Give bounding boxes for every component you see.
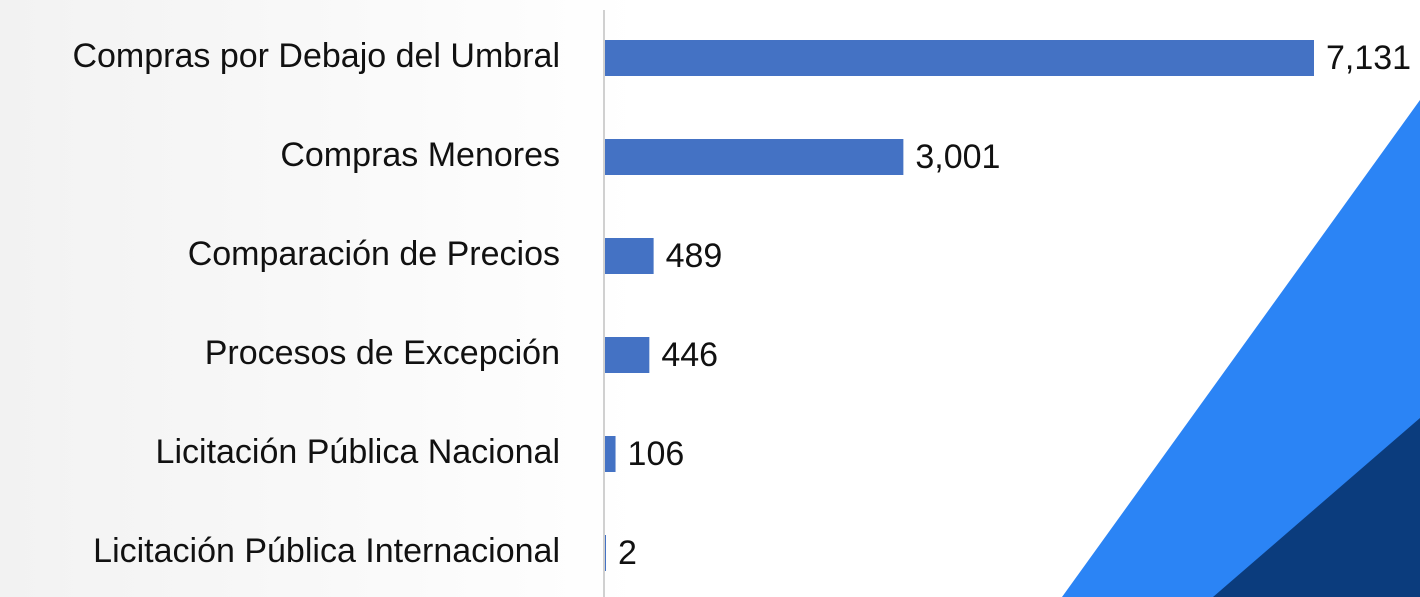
value-label: 2 <box>618 534 637 572</box>
value-label: 7,131 <box>1326 39 1411 77</box>
bar <box>605 436 616 472</box>
category-label: Compras Menores <box>280 136 560 174</box>
bar <box>605 40 1314 76</box>
decor-triangle-dark <box>1213 418 1420 597</box>
category-label: Licitación Pública Nacional <box>156 433 560 471</box>
bar <box>605 238 654 274</box>
value-label: 106 <box>628 435 685 473</box>
bar <box>605 337 650 373</box>
value-label: 446 <box>661 336 718 374</box>
value-label: 489 <box>666 237 723 275</box>
category-label: Licitación Pública Internacional <box>93 532 560 570</box>
category-label: Compras por Debajo del Umbral <box>72 37 560 75</box>
decor-triangle <box>1062 100 1420 597</box>
category-label: Procesos de Excepción <box>205 334 560 372</box>
value-label: 3,001 <box>915 138 1000 176</box>
category-label: Comparación de Precios <box>188 235 560 273</box>
bar <box>605 535 606 571</box>
bar <box>605 139 904 175</box>
